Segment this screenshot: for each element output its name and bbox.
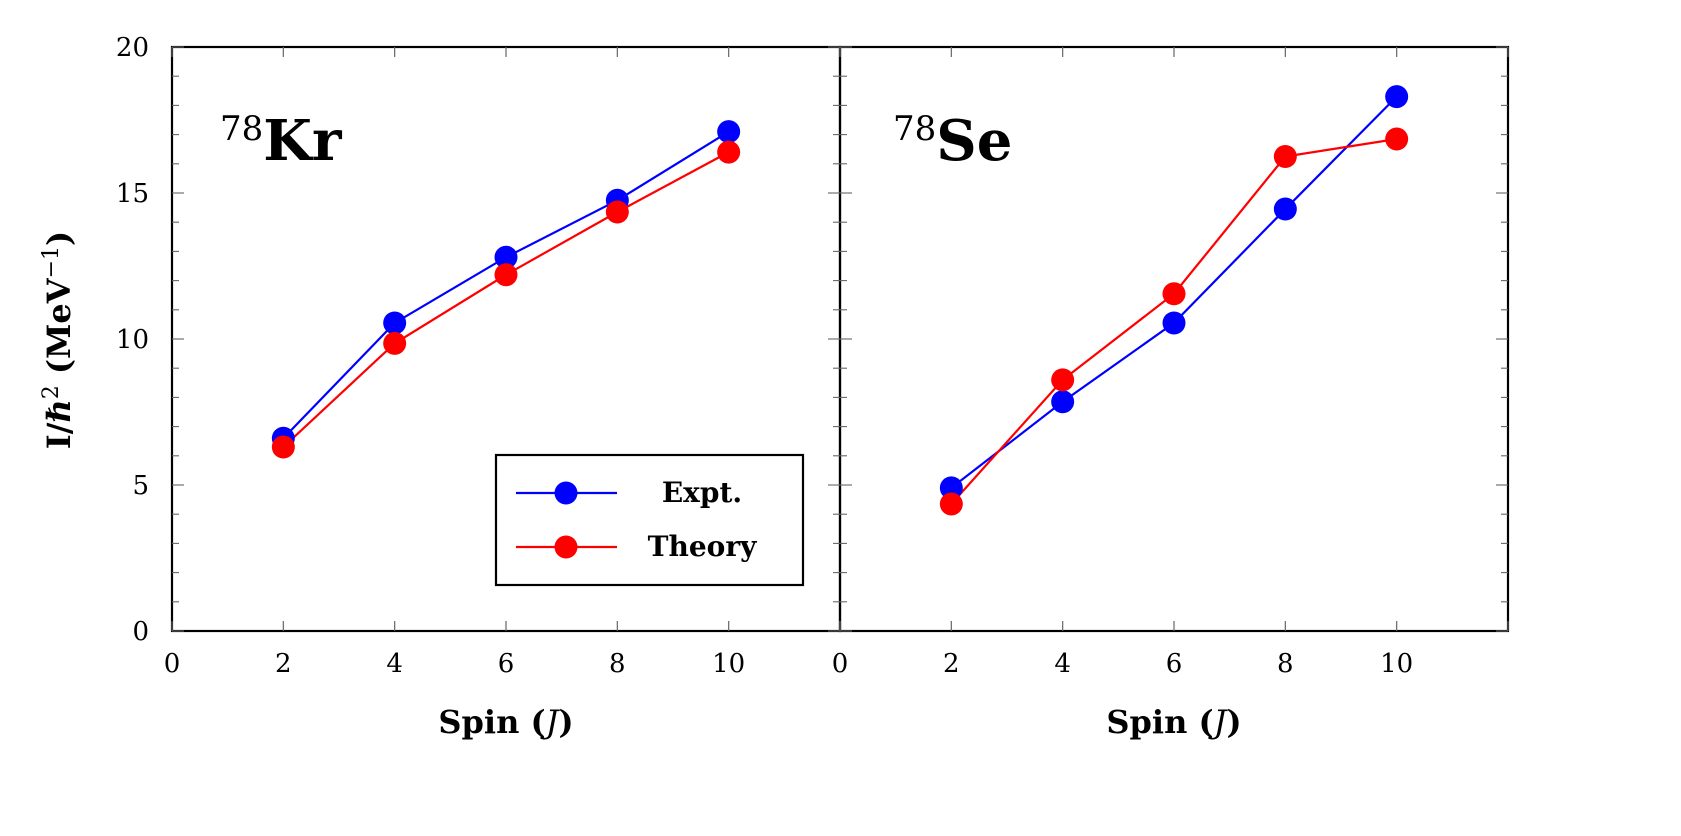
y-tick-label: 0 (132, 617, 149, 647)
data-point-theory (605, 200, 629, 224)
panel-label-kr: 78Kr (220, 108, 343, 174)
legend-label-expt: Expt. (662, 476, 742, 509)
data-point-theory (271, 435, 295, 459)
x-axis-title-suffix: ) (1226, 703, 1241, 741)
x-tick-label: 8 (609, 649, 626, 679)
data-point-theory (494, 263, 518, 287)
y-axis-title-unit-close: ) (40, 231, 78, 246)
legend-swatch-marker (554, 481, 578, 505)
x-axis-title-variable: J (540, 703, 561, 741)
data-point-expt (1385, 85, 1409, 109)
data-point-expt (1051, 390, 1075, 414)
x-axis-title-variable: J (1208, 703, 1229, 741)
x-tick-label: 0 (164, 649, 181, 679)
y-axis-title-sup: 2 (39, 385, 64, 399)
data-point-theory (717, 140, 741, 164)
series-line-theory (282, 151, 730, 448)
x-tick-label: 2 (275, 649, 292, 679)
panel-label-mass-number: 78 (893, 109, 936, 149)
legend-swatch-marker (554, 535, 578, 559)
data-point-theory (1162, 282, 1186, 306)
x-axis-title-prefix: Spin ( (438, 703, 545, 741)
y-axis-title-unit-sup: −1 (39, 246, 64, 278)
y-axis-title: I/ℏ2 (MeV−1) (39, 231, 78, 449)
x-tick-label: 2 (943, 649, 960, 679)
data-point-theory (939, 492, 963, 516)
y-tick-label: 15 (116, 179, 149, 209)
data-point-theory (383, 331, 407, 355)
data-point-theory (1051, 368, 1075, 392)
data-point-expt (494, 245, 518, 269)
panel-label-element: Kr (263, 108, 343, 174)
x-tick-label: 0 (832, 649, 849, 679)
data-point-expt (717, 120, 741, 144)
x-tick-label: 10 (712, 649, 745, 679)
x-axis-title-prefix: Spin ( (1106, 703, 1213, 741)
y-tick-label: 20 (116, 33, 149, 63)
y-axis-title-main: I/ℏ (40, 399, 78, 449)
y-tick-label: 5 (132, 471, 149, 501)
data-point-theory (1385, 127, 1409, 151)
x-tick-label: 8 (1277, 649, 1294, 679)
x-axis-title: Spin (J) (438, 703, 573, 741)
legend-box (494, 453, 805, 587)
data-point-expt (383, 311, 407, 335)
x-tick-label: 4 (386, 649, 403, 679)
data-point-expt (939, 476, 963, 500)
data-point-expt (1273, 197, 1297, 221)
panel-label-element: Se (936, 108, 1012, 174)
data-point-expt (1162, 311, 1186, 335)
panel-label-se: 78Se (893, 108, 1012, 174)
y-axis-title-unit-open: (MeV (40, 277, 78, 385)
legend-label-theory: Theory (648, 530, 757, 563)
x-tick-label: 10 (1380, 649, 1413, 679)
panel-label-mass-number: 78 (220, 109, 263, 149)
x-tick-label: 6 (498, 649, 515, 679)
x-axis-title-suffix: ) (558, 703, 573, 741)
data-point-theory (1273, 145, 1297, 168)
x-tick-label: 4 (1054, 649, 1071, 679)
x-tick-label: 6 (1166, 649, 1183, 679)
x-axis-title: Spin (J) (1106, 703, 1241, 741)
y-tick-label: 10 (116, 325, 149, 355)
